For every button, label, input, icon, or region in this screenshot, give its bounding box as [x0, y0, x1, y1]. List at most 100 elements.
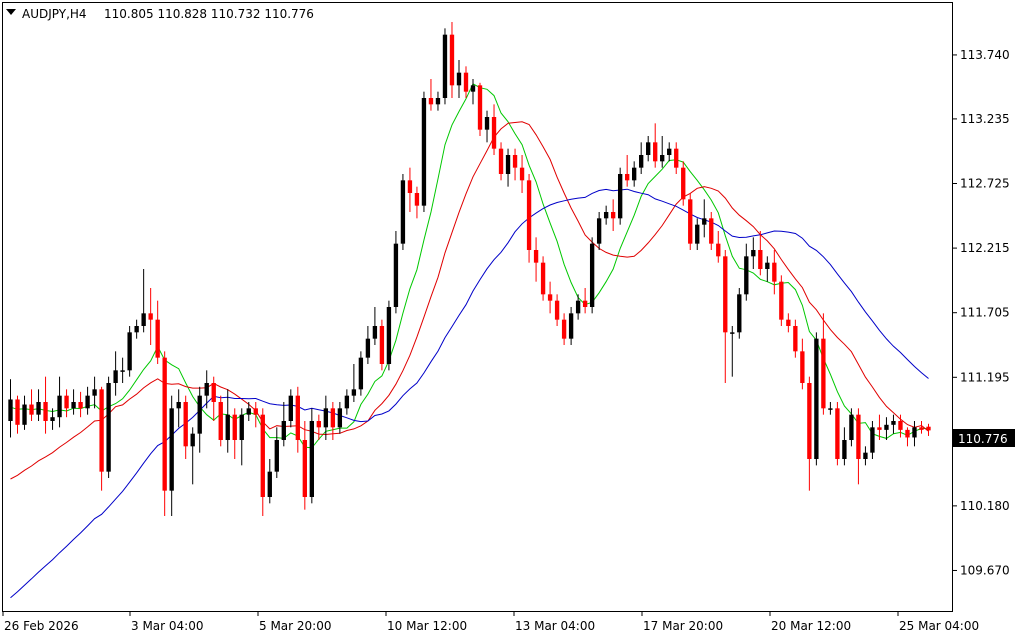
candle-body — [596, 218, 602, 244]
candle-body — [148, 313, 153, 320]
candle-body — [372, 326, 378, 339]
x-tick-label: 25 Mar 04:00 — [899, 619, 979, 633]
candle-body — [64, 395, 69, 409]
candle-body — [281, 421, 286, 440]
candle-body — [835, 408, 840, 459]
candle-body — [891, 421, 896, 425]
candle-body — [134, 326, 139, 333]
candle-body — [78, 402, 83, 409]
current-price-label: 110.776 — [953, 429, 1015, 447]
candle-body — [582, 300, 588, 307]
candle-body — [877, 427, 882, 430]
x-tick-label: 5 Mar 20:00 — [259, 619, 332, 633]
candle-body — [610, 212, 616, 219]
candle-body — [43, 402, 48, 421]
candle-body — [828, 408, 833, 410]
candle-body — [57, 395, 62, 418]
candle-body — [99, 389, 104, 472]
candle-body — [386, 307, 392, 364]
candle-body — [295, 395, 300, 440]
candle-body — [358, 357, 364, 390]
candle-body — [519, 167, 525, 181]
candle-body — [695, 224, 700, 244]
candle-body — [533, 250, 539, 263]
candle-body — [442, 34, 448, 98]
candle-body — [709, 218, 714, 244]
candle-body — [50, 417, 55, 421]
candles — [8, 22, 931, 516]
candle-body — [800, 351, 805, 383]
candle-body — [653, 142, 658, 162]
y-tick-label: 109.670 — [960, 563, 1010, 577]
candle-body — [870, 427, 875, 453]
candle-body — [912, 427, 917, 438]
symbol-label: AUDJPY,H4 — [22, 7, 87, 21]
candle-body — [505, 155, 511, 174]
x-tick-label: 10 Mar 12:00 — [387, 619, 467, 633]
candle-body — [667, 148, 672, 155]
candle-body — [120, 370, 125, 372]
candle-body — [365, 338, 371, 358]
candle-body — [197, 395, 202, 434]
chart-header: AUDJPY,H4 110.805 110.828 110.732 110.77… — [6, 7, 314, 21]
candle-body — [155, 319, 160, 358]
candle-body — [414, 193, 420, 206]
candle-body — [211, 383, 216, 402]
candle-body — [15, 399, 20, 425]
candle-body — [730, 332, 735, 334]
y-tick-label: 110.180 — [960, 499, 1010, 513]
candle-body — [842, 440, 847, 459]
candle-body — [379, 326, 385, 364]
y-tick-label: 111.705 — [960, 306, 1010, 320]
candle-body — [36, 402, 41, 415]
candle-body — [884, 424, 889, 430]
candle-body — [400, 180, 406, 244]
candle-body — [204, 383, 209, 396]
candle-body — [646, 142, 651, 155]
candle-body — [617, 174, 623, 219]
candle-body — [484, 117, 490, 130]
candle-body — [288, 395, 293, 421]
candle-body — [470, 85, 476, 92]
candle-body — [8, 399, 13, 421]
candle-body — [309, 421, 315, 497]
candle-body — [218, 402, 223, 440]
candle-body — [856, 414, 861, 459]
candle-body — [302, 440, 307, 497]
candle-body — [337, 408, 343, 428]
candle-body — [246, 408, 251, 415]
candle-body — [814, 338, 819, 459]
candle-body — [786, 319, 791, 326]
candle-body — [22, 404, 27, 425]
candle-body — [905, 429, 910, 438]
x-tick-label: 26 Feb 2026 — [4, 619, 79, 633]
x-tick-label: 17 Mar 20:00 — [643, 619, 723, 633]
candle-body — [751, 250, 756, 257]
candle-body — [512, 155, 518, 168]
time-axis[interactable]: 26 Feb 2026 3 Mar 04:00 5 Mar 20:00 10 Mar … — [2, 611, 979, 633]
candle-body — [702, 218, 707, 225]
candle-body — [428, 98, 434, 105]
candle-body — [554, 300, 560, 320]
candle-body — [561, 319, 567, 339]
candle-body — [92, 389, 97, 396]
candle-body — [547, 294, 553, 301]
y-tick-label: 113.235 — [960, 112, 1010, 126]
x-tick-label: 3 Mar 04:00 — [131, 619, 204, 633]
candle-body — [323, 408, 329, 428]
candle-body — [779, 281, 784, 320]
triangle-down-icon[interactable] — [6, 9, 16, 15]
candle-body — [190, 433, 195, 447]
candle-body — [225, 414, 230, 440]
current-price-text: 110.776 — [958, 432, 1008, 446]
candle-body — [540, 262, 546, 295]
candle-body — [141, 313, 146, 326]
candle-body — [407, 180, 413, 193]
candle-body — [603, 212, 609, 219]
candle-body — [344, 395, 350, 409]
candle-body — [449, 34, 455, 86]
candle-body — [526, 180, 532, 250]
y-tick-label: 112.725 — [960, 177, 1010, 191]
